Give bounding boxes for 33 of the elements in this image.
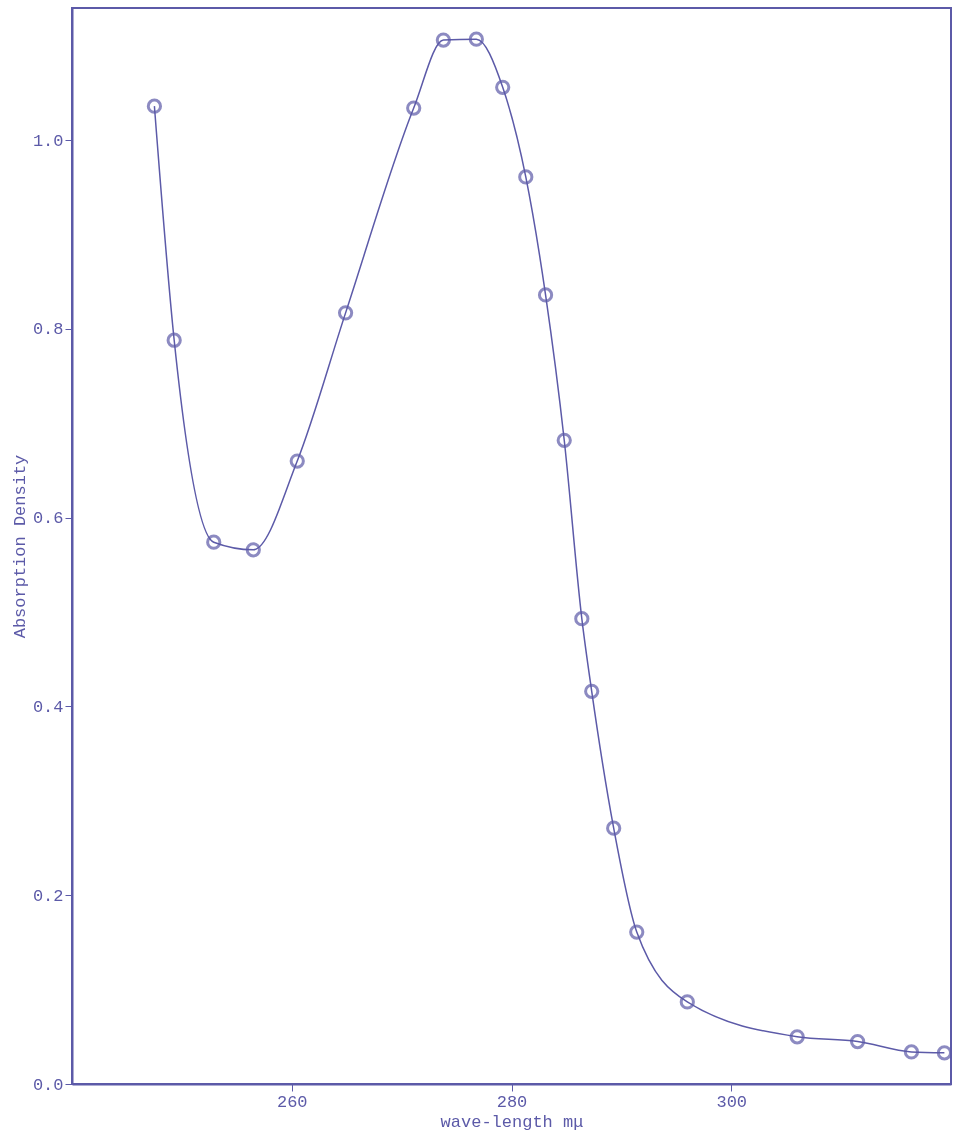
y-tick-label: 0.6 (32, 509, 64, 529)
x-tick-label: 300 (716, 1092, 748, 1112)
point (574, 611, 590, 627)
point (936, 1045, 951, 1061)
point (406, 100, 422, 116)
point (206, 534, 222, 550)
point (903, 1044, 920, 1060)
point (518, 169, 534, 185)
x-tick-label: 260 (276, 1092, 308, 1112)
point (337, 305, 354, 321)
y-tick-label: 0.0 (32, 1075, 64, 1095)
point (629, 924, 645, 940)
y-tick-label: 0.4 (32, 697, 64, 717)
x-axis-title: wave-length mμ (440, 1112, 584, 1132)
point (435, 32, 451, 48)
point (245, 542, 261, 558)
point (495, 79, 511, 95)
point (584, 683, 600, 699)
point (789, 1029, 805, 1045)
y-axis-title: Absorption Density (10, 454, 30, 639)
point (166, 332, 182, 348)
point (146, 98, 163, 114)
y-tick-label: 0.2 (32, 886, 64, 906)
point (537, 287, 554, 303)
point (849, 1033, 866, 1050)
point (289, 453, 305, 469)
point (606, 820, 622, 836)
point (556, 432, 572, 448)
y-tick-label: 1.0 (32, 131, 64, 151)
point (468, 31, 484, 47)
x-tick-label: 280 (496, 1092, 528, 1112)
y-tick-label: 0.8 (32, 320, 64, 340)
point (679, 994, 695, 1010)
